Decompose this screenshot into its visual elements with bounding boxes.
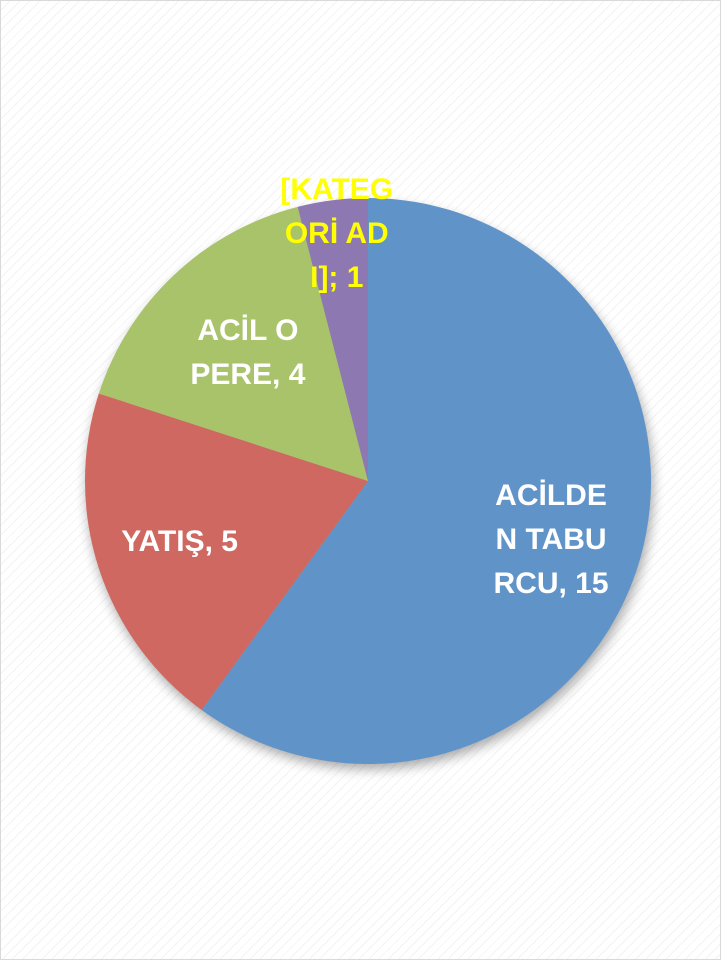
pie-slice xyxy=(201,198,651,764)
data-label: [KATEGORİ ADI]; 1 xyxy=(280,172,394,294)
pie-slice xyxy=(297,198,368,481)
data-label: YATIŞ, 5 xyxy=(121,525,238,559)
pie-slice xyxy=(98,206,368,481)
pie-slice xyxy=(84,393,368,710)
data-label: ACİL OPERE, 4 xyxy=(190,314,306,392)
data-label: ACİLDEN TABURCU, 15 xyxy=(493,479,609,601)
